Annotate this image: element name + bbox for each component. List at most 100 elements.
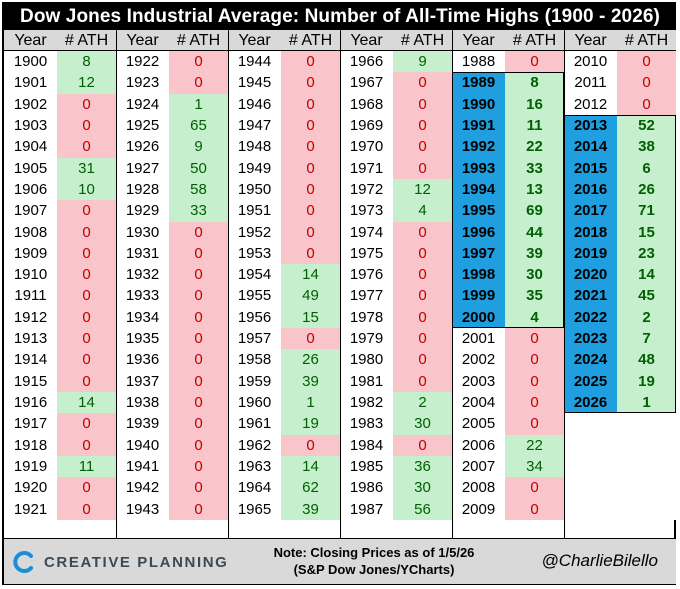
- year-cell: 1918: [4, 434, 57, 457]
- ath-cell: 0: [169, 477, 228, 499]
- year-cell: 1945: [228, 72, 281, 94]
- year-cell: 1964: [228, 477, 281, 499]
- ath-cell: 0: [57, 136, 116, 158]
- ath-cell: 56: [393, 498, 452, 520]
- year-cell: 1939: [116, 413, 169, 435]
- year-cell: 1932: [116, 264, 169, 286]
- ath-cell: 31: [57, 157, 116, 179]
- year-cell: 2006: [452, 434, 505, 457]
- header-year: Year: [564, 30, 617, 51]
- header-ath: # ATH: [505, 30, 564, 51]
- year-cell: 1974: [340, 221, 393, 243]
- year-cell: 1980: [340, 349, 393, 371]
- year-cell: 1995: [452, 200, 505, 222]
- ath-cell: 22: [505, 434, 564, 457]
- ath-cell: 26: [281, 349, 340, 371]
- ath-cell: 0: [393, 93, 452, 115]
- ath-cell: 0: [393, 349, 452, 371]
- ath-cell: 0: [505, 413, 564, 435]
- chart-title: Dow Jones Industrial Average: Number of …: [4, 4, 676, 30]
- year-cell: 1906: [4, 178, 57, 201]
- ath-cell: 15: [281, 306, 340, 329]
- year-cell: 1947: [228, 114, 281, 137]
- year-cell: 1921: [4, 498, 57, 520]
- ath-cell: 0: [393, 370, 452, 393]
- ath-cell: 4: [393, 200, 452, 222]
- year-cell: 1988: [452, 51, 505, 73]
- ath-cell: 0: [57, 434, 116, 457]
- year-cell: 1998: [452, 264, 505, 286]
- ath-cell: 0: [617, 72, 676, 94]
- year-cell: 1991: [452, 114, 505, 137]
- year-cell: 1986: [340, 477, 393, 499]
- year-cell: 1909: [4, 242, 57, 265]
- year-cell: 1953: [228, 242, 281, 265]
- table-group-3: Year # ATH 1944 0 1945 0 1946 0 1947 0 1948 0 1949 0 1…: [228, 30, 340, 538]
- year-cell: 1913: [4, 328, 57, 350]
- ath-cell: 0: [169, 434, 228, 457]
- table-group-6: Year # ATH 2010 0 2011 0 2012 0 2013 52 2014 38 2015…: [564, 30, 676, 538]
- year-cell: 1963: [228, 456, 281, 478]
- ath-cell: 0: [57, 370, 116, 393]
- header-ath: # ATH: [281, 30, 340, 51]
- ath-cell: 0: [281, 242, 340, 265]
- year-cell: 1902: [4, 93, 57, 115]
- ath-cell: 0: [393, 242, 452, 265]
- year-cell: 1971: [340, 157, 393, 179]
- ath-cell: [617, 413, 676, 435]
- ath-cell: 39: [281, 498, 340, 520]
- year-cell: 2017: [564, 200, 617, 222]
- year-cell: 1923: [116, 72, 169, 94]
- year-cell: 2005: [452, 413, 505, 435]
- ath-cell: 0: [281, 434, 340, 457]
- year-cell: 1941: [116, 456, 169, 478]
- year-cell: 2018: [564, 221, 617, 243]
- group-divider: [340, 30, 341, 538]
- ath-cell: 4: [505, 306, 564, 329]
- year-cell: 1944: [228, 51, 281, 73]
- ath-cell: 0: [57, 328, 116, 350]
- ath-cell: 16: [505, 93, 564, 115]
- ath-cell: 0: [281, 72, 340, 94]
- ath-cell: 22: [505, 136, 564, 158]
- ath-cell: 8: [505, 72, 564, 94]
- year-cell: 1997: [452, 242, 505, 265]
- ath-cell: 14: [281, 456, 340, 478]
- ath-cell: 45: [617, 285, 676, 307]
- ath-cell: 0: [169, 242, 228, 265]
- ath-cell: 39: [505, 242, 564, 265]
- year-cell: 1982: [340, 392, 393, 414]
- ath-cell: 0: [57, 349, 116, 371]
- year-cell: 1992: [452, 136, 505, 158]
- ath-cell: 0: [281, 114, 340, 137]
- header-year: Year: [228, 30, 281, 51]
- year-cell: 1957: [228, 328, 281, 350]
- year-cell: [564, 456, 617, 478]
- ath-cell: 1: [617, 392, 676, 414]
- year-cell: 1922: [116, 51, 169, 73]
- year-cell: 2004: [452, 392, 505, 414]
- ath-cell: 19: [617, 370, 676, 393]
- ath-cell: 0: [169, 285, 228, 307]
- year-cell: 1981: [340, 370, 393, 393]
- header-ath: # ATH: [617, 30, 676, 51]
- year-cell: 1984: [340, 434, 393, 457]
- year-cell: 1916: [4, 392, 57, 414]
- ath-cell: 52: [617, 114, 676, 137]
- header-year: Year: [116, 30, 169, 51]
- year-cell: 1910: [4, 264, 57, 286]
- table-group-2: Year # ATH 1922 0 1923 0 1924 1 1925 65 1926 9 1927 5…: [116, 30, 228, 538]
- year-cell: 1967: [340, 72, 393, 94]
- year-cell: 1983: [340, 413, 393, 435]
- year-cell: 1977: [340, 285, 393, 307]
- year-cell: 2020: [564, 264, 617, 286]
- header-ath: # ATH: [57, 30, 116, 51]
- ath-cell: 0: [505, 370, 564, 393]
- ath-cell: 1: [281, 392, 340, 414]
- ath-cell: 11: [505, 114, 564, 137]
- year-cell: 2016: [564, 178, 617, 201]
- year-cell: 2002: [452, 349, 505, 371]
- ath-cell: 0: [57, 242, 116, 265]
- ath-cell: [617, 434, 676, 457]
- year-cell: 2026: [564, 392, 617, 414]
